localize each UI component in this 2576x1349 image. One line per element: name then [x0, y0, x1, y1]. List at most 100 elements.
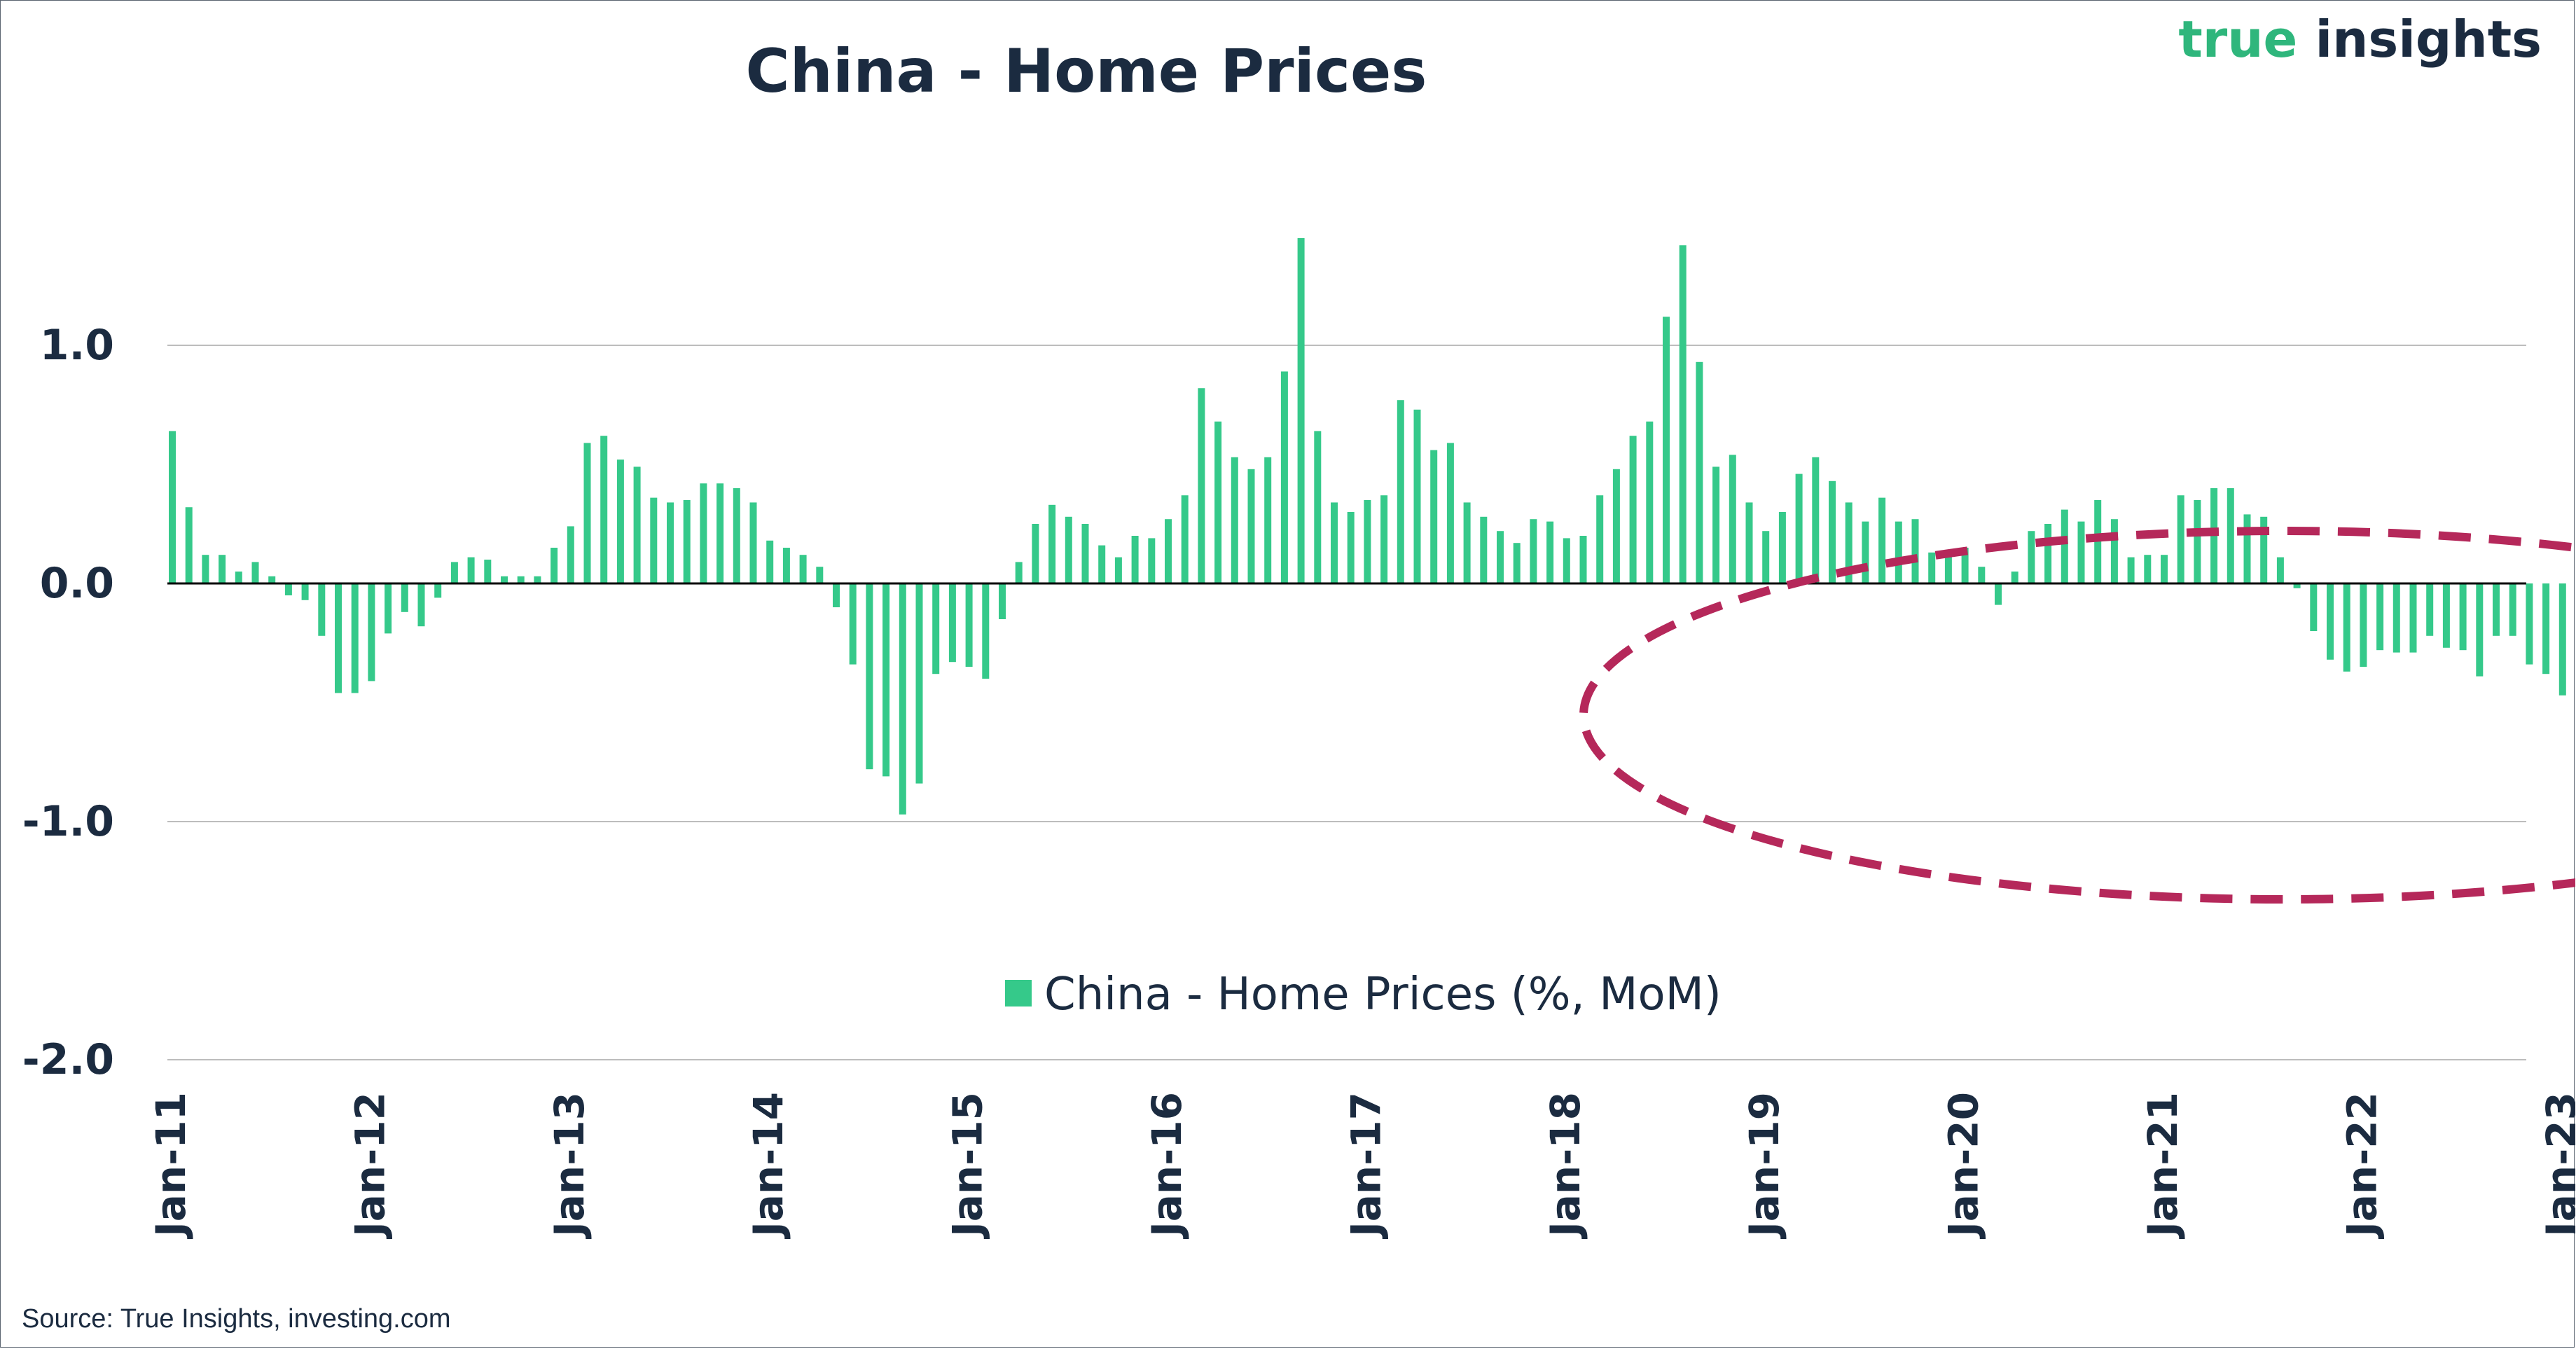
bar — [1778, 512, 1786, 583]
bar — [450, 562, 458, 583]
bar — [434, 583, 442, 598]
brand-logo-insights: insights — [2315, 10, 2542, 69]
bar — [1446, 443, 1454, 583]
bar — [899, 583, 906, 815]
bar — [1944, 552, 1952, 583]
y-tick-label: -1.0 — [22, 797, 114, 846]
bar — [251, 562, 259, 583]
bar — [1745, 502, 1753, 583]
bar — [1513, 543, 1521, 583]
bar — [733, 488, 740, 583]
bar — [401, 583, 408, 612]
bar — [2011, 572, 2018, 583]
bar — [2260, 516, 2268, 583]
bar — [1131, 536, 1139, 583]
bar — [1646, 421, 1654, 583]
bar — [484, 560, 492, 583]
bar — [583, 443, 591, 583]
bar — [782, 548, 790, 583]
y-axis-ticks: 1.0 0.0 -1.0 -2.0 — [22, 321, 114, 1084]
bar — [1795, 473, 1803, 583]
bar — [683, 500, 691, 583]
bar — [550, 548, 558, 583]
legend: China - Home Prices (%, MoM) — [1005, 969, 1722, 1021]
bar — [2077, 521, 2085, 583]
bar — [268, 576, 276, 583]
bar — [1114, 557, 1122, 583]
bar — [2426, 583, 2434, 636]
bar — [915, 583, 923, 784]
bar — [2409, 583, 2417, 653]
bar — [1546, 521, 1554, 583]
bar — [2276, 557, 2284, 583]
bar — [2376, 583, 2384, 651]
bar — [1911, 519, 1919, 583]
bar — [1413, 409, 1421, 583]
x-tick-label: Jan-16 — [1143, 1092, 1191, 1240]
bar — [2144, 555, 2152, 583]
bar — [1812, 457, 1820, 583]
bar — [849, 583, 857, 665]
bar — [169, 431, 176, 583]
bar — [2542, 583, 2550, 674]
bar — [1629, 436, 1637, 583]
bar — [1530, 519, 1537, 583]
y-tick-label: 0.0 — [40, 559, 114, 608]
bar — [1247, 469, 1255, 583]
bar — [1480, 516, 1488, 583]
bar — [1364, 500, 1371, 583]
bar — [318, 583, 326, 636]
bar — [866, 583, 873, 770]
bar — [633, 466, 641, 583]
bar — [2061, 509, 2068, 583]
bar — [982, 583, 990, 679]
bar — [816, 567, 824, 583]
bar — [1280, 371, 1288, 583]
bar — [1181, 495, 1189, 583]
bar — [1297, 238, 1305, 583]
bar — [1015, 562, 1023, 583]
bar — [2243, 514, 2251, 583]
bar — [1331, 502, 1338, 583]
x-tick-label: Jan-17 — [1342, 1092, 1390, 1240]
bar — [600, 436, 608, 583]
chart-title: China - Home Prices — [745, 36, 1427, 106]
bar — [1845, 502, 1853, 583]
bars — [169, 238, 2566, 815]
bar — [1729, 455, 1736, 583]
bar — [1198, 388, 1205, 583]
x-tick-label: Jan-13 — [546, 1092, 593, 1240]
bar — [716, 483, 724, 583]
bar — [235, 572, 242, 583]
bar — [766, 540, 774, 583]
bar — [2459, 583, 2467, 651]
bar — [948, 583, 956, 663]
legend-label: China - Home Prices (%, MoM) — [1044, 969, 1722, 1021]
bar — [1148, 538, 1156, 583]
x-tick-label: Jan-22 — [2338, 1092, 2385, 1240]
bar — [2127, 557, 2135, 583]
bar — [2493, 583, 2500, 636]
x-axis-ticks: Jan-11 Jan-12 Jan-13 Jan-14 Jan-15 Jan-16 Jan-… — [147, 1092, 2575, 1240]
x-tick-label: Jan-19 — [1740, 1092, 1788, 1240]
bar — [965, 583, 973, 667]
bar — [1995, 583, 2002, 605]
x-tick-label: Jan-18 — [1542, 1092, 1589, 1240]
bar — [1347, 512, 1355, 583]
bar — [650, 497, 658, 583]
brand-logo-true: true — [2178, 10, 2315, 69]
bar — [1762, 531, 1770, 583]
bar — [1696, 361, 1703, 583]
bar — [2558, 583, 2566, 696]
bar — [932, 583, 940, 674]
bar — [2177, 495, 2184, 583]
bar — [1098, 545, 1106, 583]
bar — [1231, 457, 1238, 583]
bar — [1081, 524, 1089, 583]
bar — [2327, 583, 2334, 660]
bar — [1032, 524, 1039, 583]
gridlines — [167, 345, 2526, 1060]
bar — [1380, 495, 1388, 583]
bar — [616, 459, 624, 583]
